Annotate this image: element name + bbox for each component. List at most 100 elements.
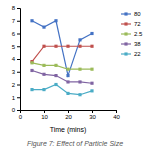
marker: [90, 82, 93, 85]
marker: [90, 89, 93, 92]
legend-line: [121, 13, 131, 14]
legend-line: [121, 53, 131, 54]
tick-label: 10: [41, 114, 48, 120]
marker: [42, 26, 45, 29]
tick-mark: [17, 97, 20, 98]
tick: 1: [12, 95, 20, 101]
tick: 40: [113, 110, 120, 120]
tick-mark: [17, 72, 20, 73]
marker: [54, 45, 57, 48]
marker: [54, 19, 57, 22]
tick: 5: [12, 44, 20, 50]
marker: [90, 45, 93, 48]
plot: 0 10 20 30 40 0 1 2 3 4 5 6 7 8: [12, 5, 121, 120]
legend-line: [121, 43, 131, 44]
tick-mark: [17, 85, 20, 86]
tick: 6: [12, 31, 20, 37]
marker: [78, 38, 81, 41]
marker: [54, 64, 57, 67]
legend-item: 22: [121, 51, 141, 57]
tick-label: 2: [12, 82, 16, 88]
tick-mark: [116, 110, 117, 113]
legend-label: 2.5: [134, 31, 143, 37]
tick: 4: [12, 56, 20, 62]
tick-label: 1: [12, 95, 16, 101]
y-axis: 0 1 2 3 4 5 6 7 8: [12, 5, 21, 113]
axis-line: [17, 9, 21, 111]
series-line: [32, 46, 92, 61]
chart: 0 10 20 30 40 0 1 2 3 4 5 6 7 8 Time (mins) Figure 7: E…: [0, 0, 150, 150]
marker: [30, 61, 33, 64]
tick-mark: [17, 110, 20, 111]
tick: 7: [12, 18, 20, 24]
x-axis-title: Time (mins): [50, 126, 87, 134]
tick: 30: [89, 110, 96, 120]
tick-mark: [17, 34, 20, 35]
tick-label: 7: [12, 18, 16, 24]
tick: 20: [65, 110, 72, 120]
series-line: [32, 63, 92, 69]
marker: [66, 92, 69, 95]
legend-item: 38: [121, 41, 141, 47]
legend-line: [121, 33, 131, 34]
tick: 8: [12, 5, 20, 11]
series-line: [32, 85, 92, 95]
tick-label: 0: [19, 114, 23, 120]
marker: [42, 88, 45, 91]
tick-label: 30: [89, 114, 96, 120]
marks: [30, 19, 93, 96]
marker: [30, 88, 33, 91]
legend-label: 38: [134, 41, 141, 47]
legend-marker: [124, 32, 127, 35]
legend-marker: [124, 52, 127, 55]
tick-label: 3: [12, 69, 16, 75]
tick-mark: [68, 110, 69, 113]
tick: 2: [12, 82, 20, 88]
tick-mark: [17, 59, 20, 60]
tick-mark: [44, 110, 45, 113]
marker: [66, 74, 69, 77]
legend-line: [121, 23, 131, 24]
tick-label: 8: [12, 5, 16, 11]
marker: [66, 68, 69, 71]
marker: [66, 45, 69, 48]
tick-mark: [17, 21, 20, 22]
title: Figure 7: Effect of Particle Size: [27, 140, 123, 148]
tick: 0: [19, 110, 23, 120]
tick-mark: [17, 46, 20, 47]
marker: [78, 93, 81, 96]
tick-label: 6: [12, 31, 16, 37]
tick: 10: [41, 110, 48, 120]
axis-line: [21, 111, 117, 114]
marker: [54, 74, 57, 77]
tick-label: 20: [65, 114, 72, 120]
marker: [30, 69, 33, 72]
tick: 0: [12, 107, 20, 113]
legend-label: 80: [134, 11, 141, 17]
tick: 3: [12, 69, 20, 75]
legend-item: 80: [121, 11, 141, 17]
tick-label: 5: [12, 44, 16, 50]
marker: [78, 80, 81, 83]
tick-label: 0: [12, 107, 16, 113]
legend-marker: [124, 42, 127, 45]
tick-mark: [92, 110, 93, 113]
x-axis: 0 10 20 30 40: [19, 110, 121, 120]
marker: [90, 32, 93, 35]
marker: [66, 80, 69, 83]
marker: [42, 73, 45, 76]
legend: 80 72 2.5 38 22: [121, 11, 143, 57]
marker: [78, 45, 81, 48]
marker: [54, 83, 57, 86]
legend-marker: [124, 22, 127, 25]
marker: [42, 45, 45, 48]
marker: [30, 19, 33, 22]
legend-label: 22: [134, 51, 141, 57]
marker: [42, 64, 45, 67]
series-line: [32, 70, 92, 83]
series-line: [32, 21, 92, 76]
legend-label: 72: [134, 21, 141, 27]
marker: [78, 68, 81, 71]
tick-mark: [17, 8, 20, 9]
tick-label: 40: [113, 114, 120, 120]
